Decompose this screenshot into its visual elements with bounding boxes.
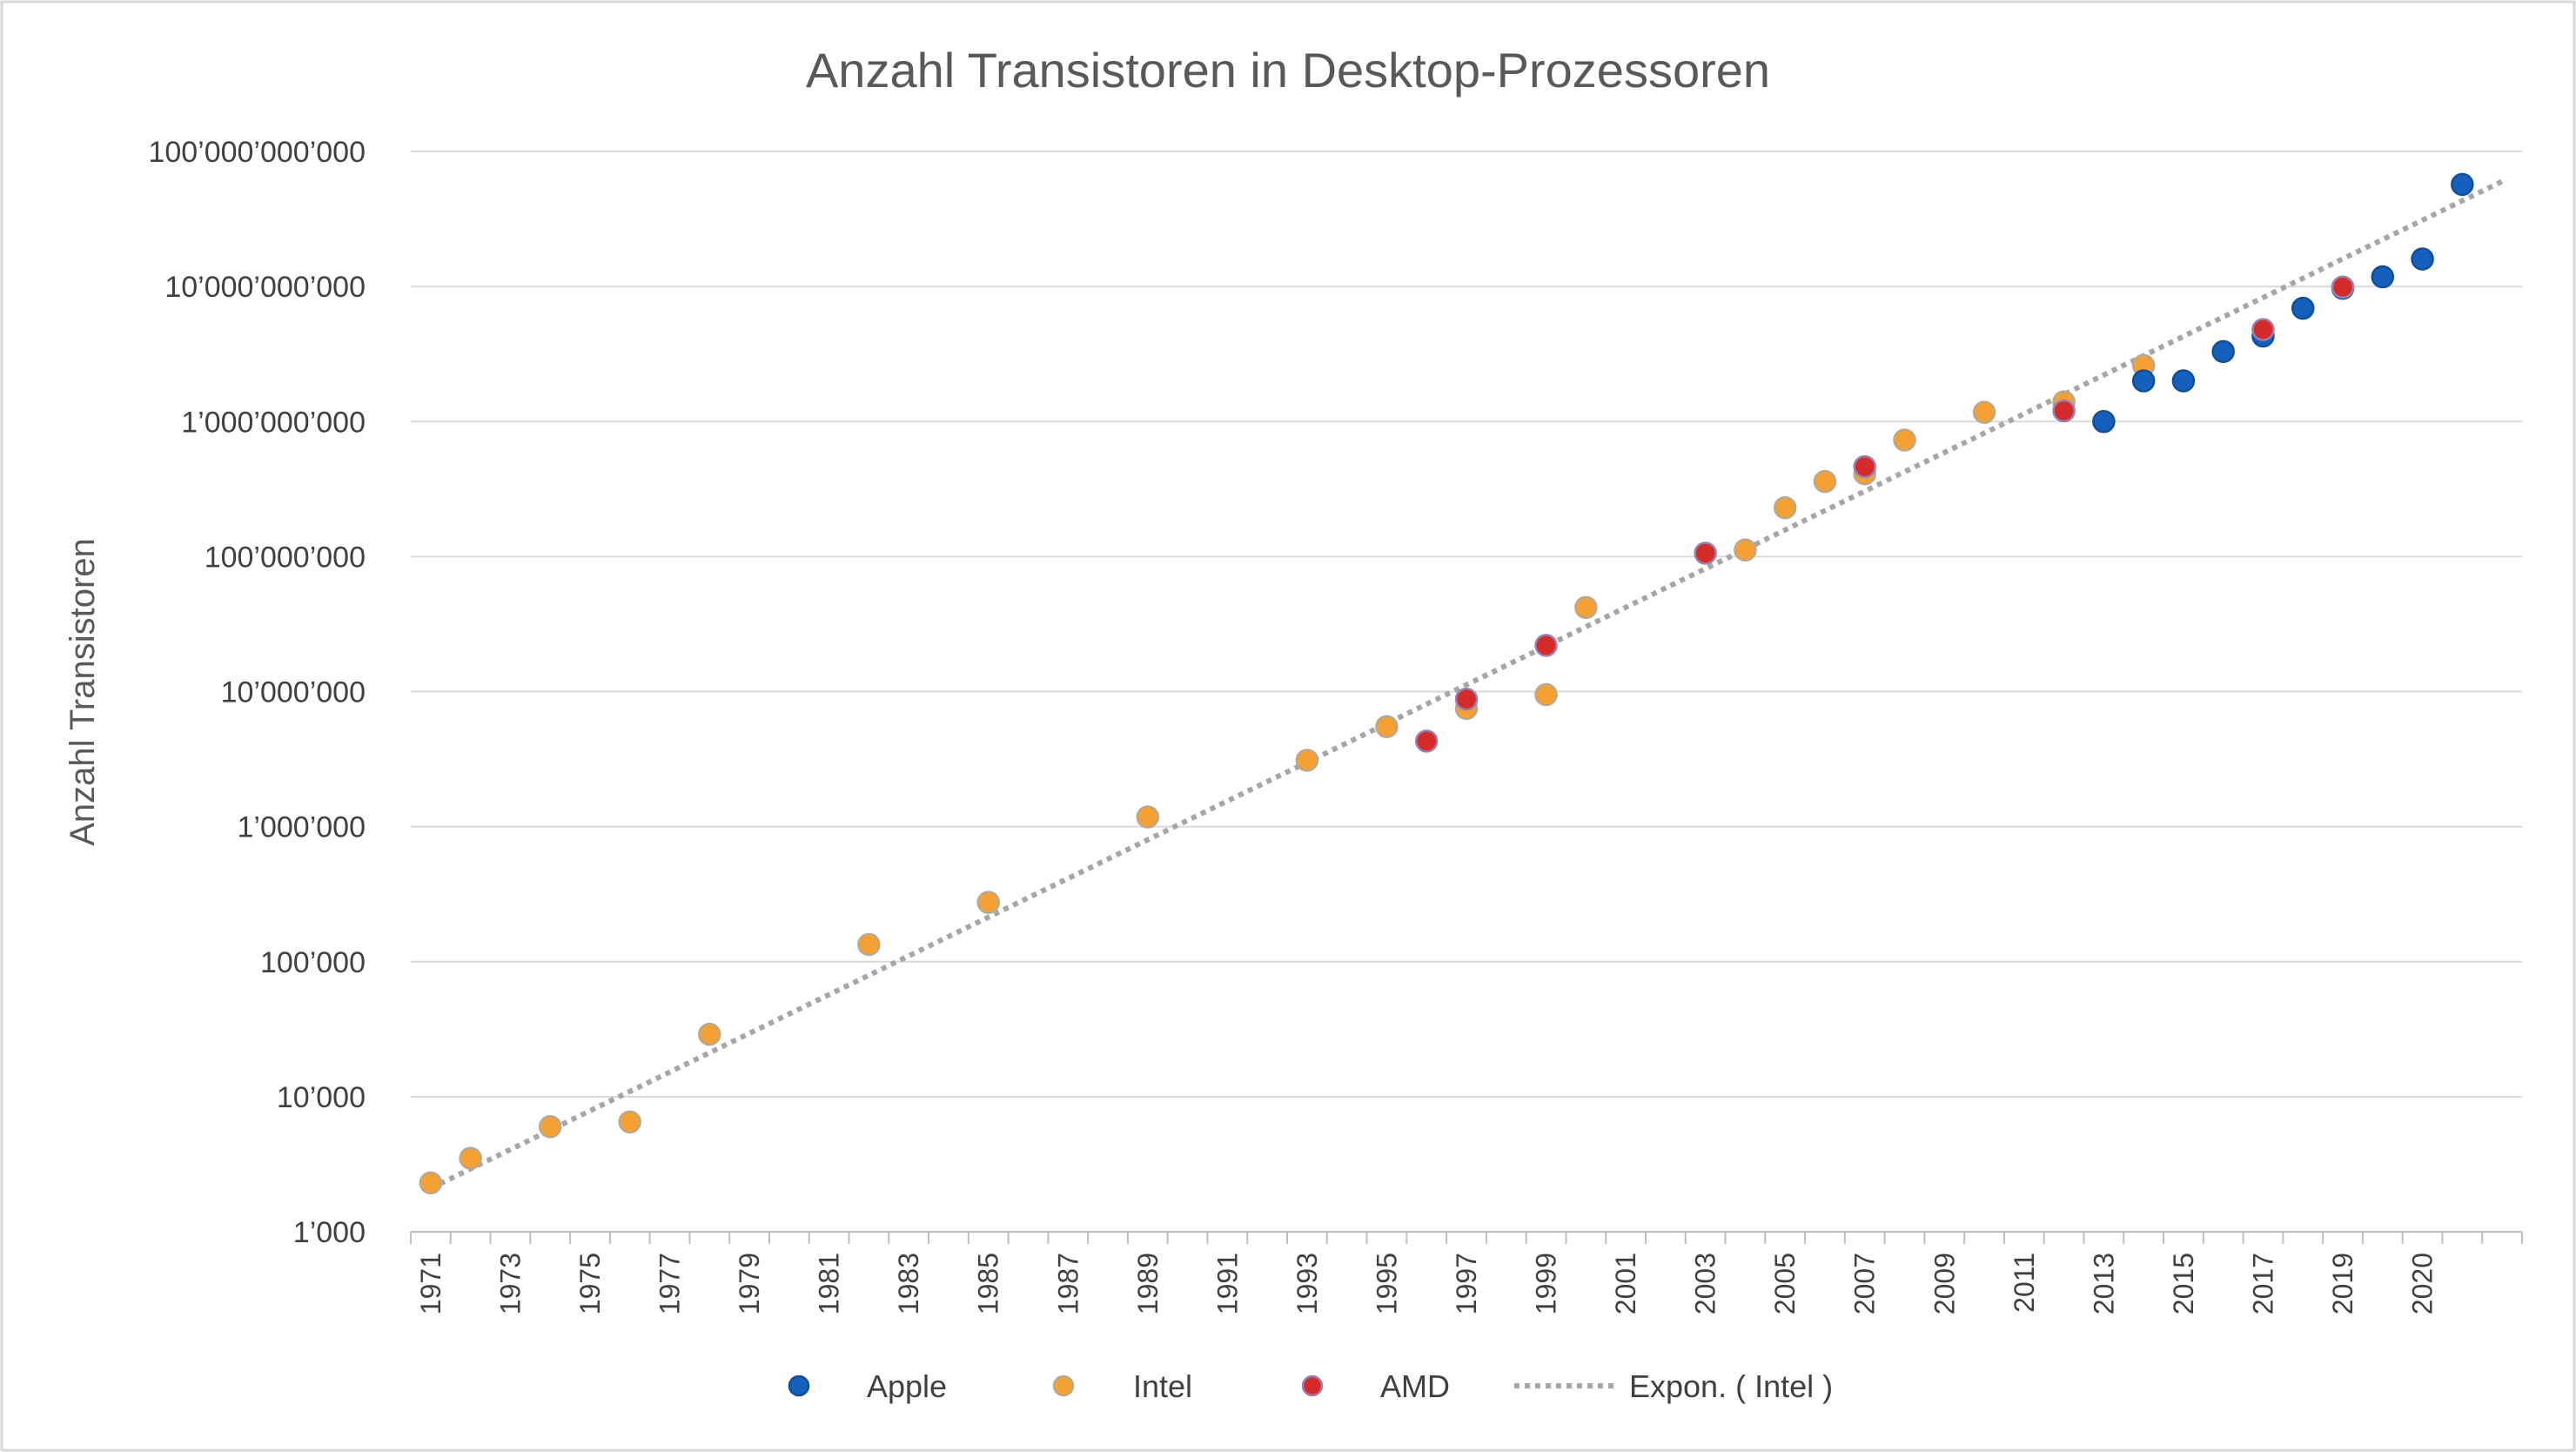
data-point-intel <box>1375 715 1399 739</box>
x-tick-label: 2011 <box>2009 1253 2040 1313</box>
data-point-amd <box>1694 541 1717 565</box>
x-tick-label: 1985 <box>973 1253 1004 1314</box>
x-tick-label: 1973 <box>494 1253 526 1314</box>
data-point-intel <box>1773 496 1797 520</box>
data-points <box>419 172 2474 1195</box>
x-tick-label: 1995 <box>1371 1253 1402 1314</box>
x-axis <box>410 1231 2523 1244</box>
legend-label-trendline: Expon. ( Intel ) <box>1629 1368 1833 1404</box>
chart-title: Anzahl Transistoren in Desktop-Prozessor… <box>806 43 1770 97</box>
x-tick-label: 2005 <box>1769 1253 1801 1314</box>
data-point-intel <box>1534 682 1558 707</box>
data-point-intel <box>1734 538 1757 561</box>
x-tick-label: 1989 <box>1132 1253 1164 1314</box>
y-tick-label: 1’000’000’000 <box>181 406 366 439</box>
data-point-intel <box>618 1110 642 1134</box>
x-tick-label: 2001 <box>1610 1253 1641 1314</box>
legend-label-apple: Apple <box>867 1368 947 1404</box>
data-point-amd <box>1414 729 1439 753</box>
trendline-layer <box>429 178 2504 1191</box>
x-tick-label: 1981 <box>814 1253 845 1314</box>
x-tick-label: 1983 <box>893 1253 924 1314</box>
data-point-amd <box>2331 275 2355 299</box>
legend-marker-intel <box>1052 1375 1075 1397</box>
x-tick-label: 1991 <box>1211 1253 1243 1314</box>
x-tick-label: 2019 <box>2327 1253 2358 1314</box>
data-point-apple <box>2211 339 2235 364</box>
y-axis-ticks: 1’000 10’000 100’000 1’000’000 10’000’000 100… <box>148 136 366 1249</box>
data-point-apple <box>2131 369 2156 393</box>
trendline-intel <box>429 178 2504 1191</box>
x-tick-label: 1993 <box>1291 1253 1323 1314</box>
legend: Apple Intel AMD Expon. ( Intel ) <box>788 1368 1833 1404</box>
x-tick-label: 2003 <box>1690 1253 1721 1314</box>
data-point-intel <box>1574 595 1598 620</box>
data-point-amd <box>2052 399 2076 423</box>
y-axis-title: Anzahl Transistoren <box>64 538 102 846</box>
data-point-apple <box>2411 247 2434 271</box>
data-point-apple <box>2092 410 2116 434</box>
legend-label-intel: Intel <box>1133 1368 1192 1404</box>
data-point-intel <box>1813 469 1837 494</box>
data-point-intel <box>1295 749 1319 772</box>
x-tick-label: 2017 <box>2247 1253 2278 1314</box>
data-point-intel <box>857 932 881 957</box>
y-tick-label: 10’000’000’000 <box>164 271 366 304</box>
data-point-amd <box>2251 318 2275 341</box>
x-tick-label: 2013 <box>2088 1253 2119 1314</box>
x-tick-label: 1997 <box>1451 1253 1482 1314</box>
data-point-intel <box>419 1171 443 1195</box>
y-tick-label: 100’000’000’000 <box>148 136 366 169</box>
data-point-apple <box>2451 172 2474 197</box>
data-point-apple <box>2371 265 2395 289</box>
data-point-intel <box>538 1115 562 1139</box>
legend-marker-apple <box>788 1375 810 1397</box>
x-tick-label: 1977 <box>654 1253 686 1314</box>
x-tick-label: 1987 <box>1052 1253 1083 1314</box>
data-point-intel <box>976 891 1000 914</box>
y-tick-label: 10’000’000 <box>221 676 366 709</box>
x-tick-label: 1999 <box>1531 1253 1562 1314</box>
data-point-intel <box>1136 805 1160 829</box>
data-point-amd <box>1853 454 1876 479</box>
y-tick-label: 1’000’000 <box>238 811 366 844</box>
x-tick-label: 1979 <box>734 1253 765 1314</box>
data-point-intel <box>1972 400 1996 424</box>
y-tick-label: 100’000 <box>260 946 366 979</box>
data-point-intel <box>698 1022 721 1046</box>
data-point-intel <box>459 1146 482 1170</box>
data-point-apple <box>2171 369 2196 393</box>
legend-label-amd: AMD <box>1380 1368 1450 1404</box>
y-tick-label: 10’000 <box>277 1081 366 1114</box>
x-tick-label: 2007 <box>1849 1253 1881 1314</box>
x-tick-label: 2020 <box>2407 1253 2438 1314</box>
y-tick-label: 1’000 <box>293 1216 366 1249</box>
data-point-amd <box>1534 634 1558 657</box>
x-tick-label: 1975 <box>574 1253 606 1314</box>
x-tick-label: 2015 <box>2168 1253 2199 1314</box>
legend-marker-amd <box>1301 1375 1324 1397</box>
gridlines <box>411 151 2522 1098</box>
data-point-amd <box>1454 687 1479 711</box>
x-tick-label: 2009 <box>1929 1253 1960 1314</box>
data-point-apple <box>2291 296 2315 320</box>
data-point-intel <box>1893 428 1916 452</box>
x-axis-ticks: 1971 1973 1975 1977 1979 1981 1983 1985 1987 1989… <box>415 1253 2438 1314</box>
x-tick-label: 1971 <box>415 1253 446 1314</box>
y-tick-label: 100’000’000 <box>205 541 366 574</box>
